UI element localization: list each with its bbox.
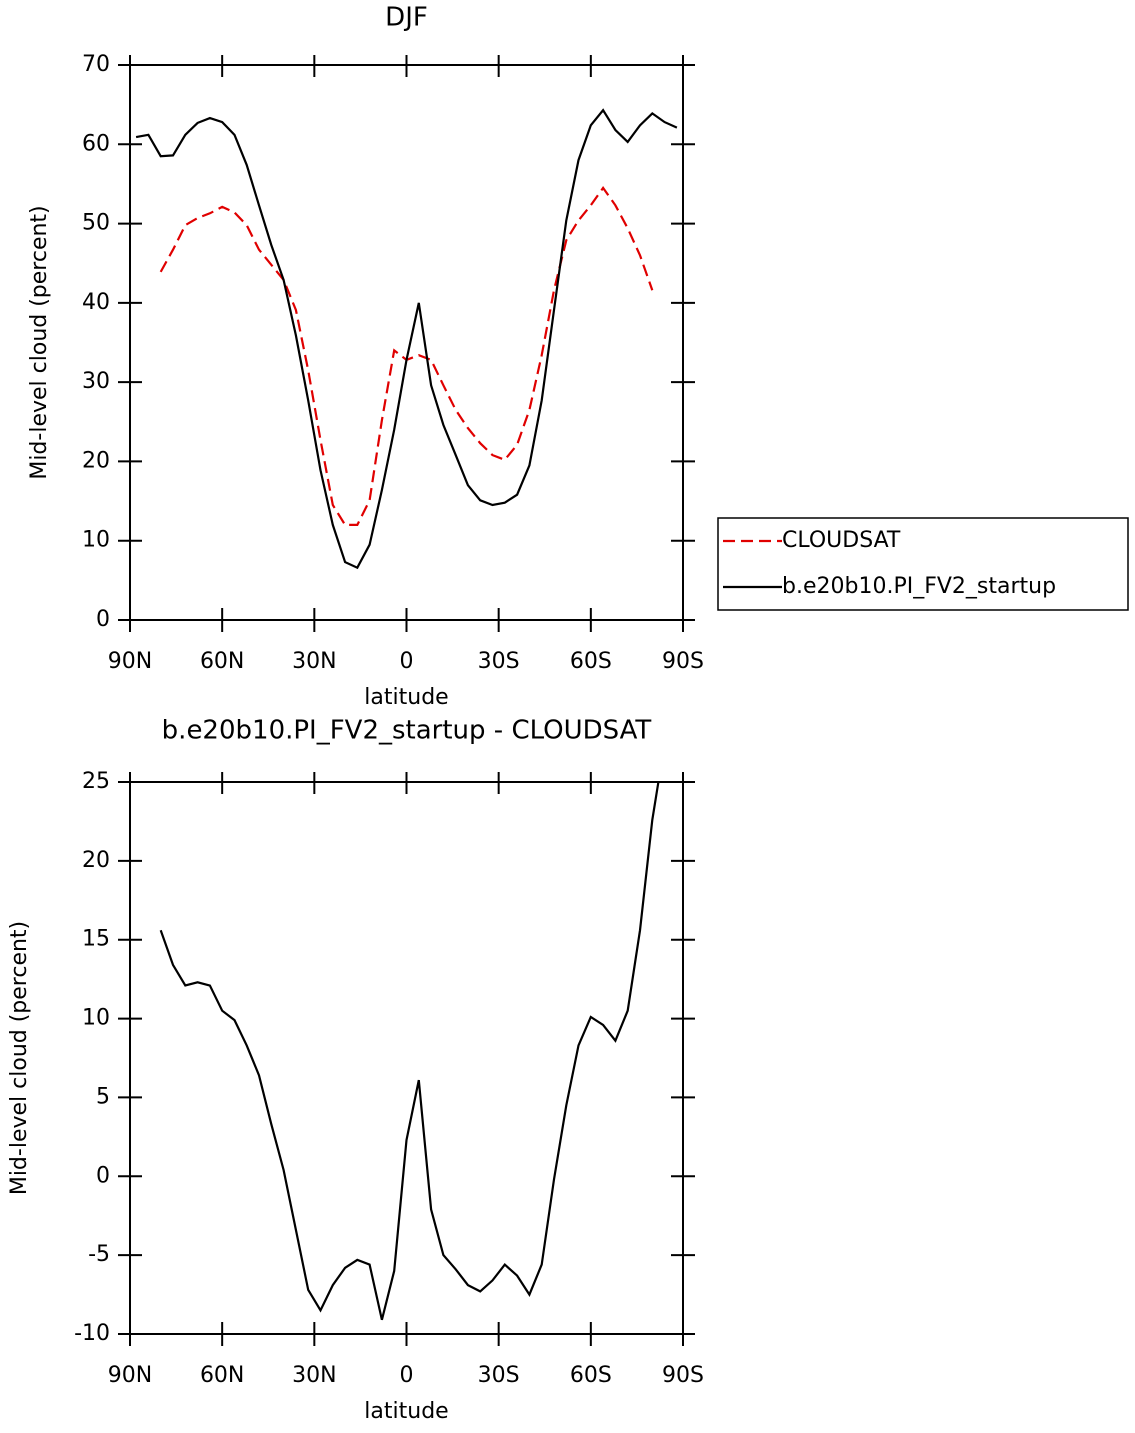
chart-title: DJF xyxy=(385,3,428,33)
y-tick-label: 30 xyxy=(82,369,110,394)
y-tick-label: 10 xyxy=(82,528,110,553)
y-tick-label: 40 xyxy=(82,290,110,315)
y-tick-label: 0 xyxy=(96,607,110,632)
x-tick-label: 90S xyxy=(662,1363,704,1388)
x-tick-label: 90N xyxy=(108,649,152,674)
x-tick-label: 0 xyxy=(400,1363,414,1388)
plot-frame xyxy=(129,781,684,1335)
legend-box xyxy=(717,517,1129,611)
x-tick-label: 30N xyxy=(292,649,336,674)
data-line xyxy=(159,781,660,1321)
y-tick-label: 15 xyxy=(82,927,110,952)
y-tick-label: 50 xyxy=(82,211,110,236)
y-tick-label: 0 xyxy=(96,1163,110,1188)
plot-frame xyxy=(129,64,684,621)
y-tick-label: 70 xyxy=(82,52,110,77)
chart-title: b.e20b10.PI_FV2_startup - CLOUDSAT xyxy=(162,716,652,746)
legend-label: CLOUDSAT xyxy=(782,528,901,553)
x-tick-label: 60N xyxy=(200,649,244,674)
x-tick-label: 30N xyxy=(292,1363,336,1388)
x-axis-label: latitude xyxy=(364,1399,448,1424)
y-tick-label: -10 xyxy=(74,1321,110,1346)
y-tick-label: 5 xyxy=(96,1084,110,1109)
x-tick-label: 60S xyxy=(570,649,612,674)
y-tick-label: -5 xyxy=(88,1242,110,1267)
y-tick-label: 60 xyxy=(82,131,110,156)
x-tick-label: 90N xyxy=(108,1363,152,1388)
x-tick-label: 60S xyxy=(570,1363,612,1388)
y-tick-label: 25 xyxy=(82,769,110,794)
x-tick-label: 60N xyxy=(200,1363,244,1388)
y-tick-label: 20 xyxy=(82,448,110,473)
y-axis-label: Mid-level cloud (percent) xyxy=(7,921,32,1195)
y-tick-label: 20 xyxy=(82,848,110,873)
y-axis-label: Mid-level cloud (percent) xyxy=(27,205,52,479)
data-line xyxy=(135,108,678,570)
x-tick-label: 30S xyxy=(478,1363,520,1388)
x-axis-label: latitude xyxy=(364,685,448,710)
x-tick-label: 0 xyxy=(400,649,414,674)
y-tick-label: 10 xyxy=(82,1006,110,1031)
x-tick-label: 90S xyxy=(662,649,704,674)
legend-label: b.e20b10.PI_FV2_startup xyxy=(782,574,1056,599)
x-tick-label: 30S xyxy=(478,649,520,674)
